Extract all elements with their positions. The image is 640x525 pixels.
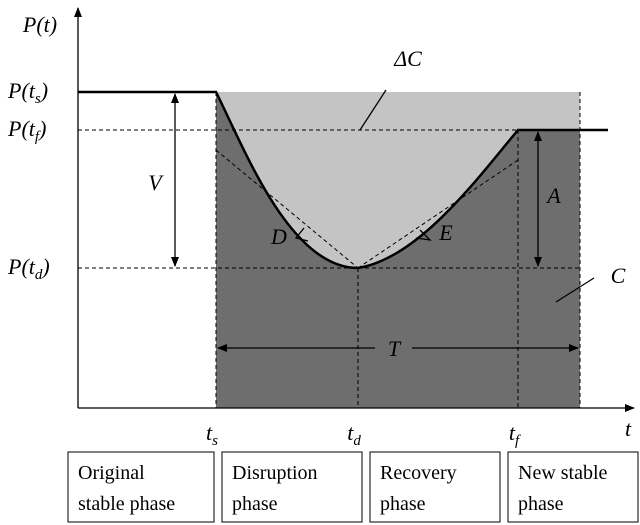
phase-text: phase	[518, 493, 564, 515]
phase-text: Recovery	[380, 462, 457, 484]
delta-c-label: ΔC	[393, 46, 422, 71]
phase-box	[221, 451, 363, 523]
axis-tick-label: P(ts)	[7, 78, 48, 107]
y-axis-label: P(t)	[22, 12, 57, 37]
label-part: s	[35, 91, 41, 107]
phase-text: Disruption	[232, 462, 318, 484]
label-part: )	[40, 254, 49, 279]
label-part: )	[39, 78, 48, 103]
label-part: t	[347, 420, 354, 445]
phase-box	[369, 451, 501, 523]
phase-text: Original	[78, 462, 145, 484]
phase-box	[67, 451, 215, 523]
axis-tick-label: P(td)	[7, 254, 50, 283]
phase-text: phase	[380, 493, 426, 515]
label-part: P(t	[7, 116, 36, 141]
x-axis-label: t	[625, 416, 632, 441]
e-label: E	[438, 220, 453, 245]
performance-curve	[78, 90, 608, 270]
phase-text: phase	[232, 493, 278, 515]
t-label: T	[388, 336, 402, 361]
axis-tick-label: P(tf)	[7, 116, 46, 145]
a-label: A	[545, 183, 561, 208]
label-part: d	[353, 433, 361, 449]
label-part: f	[515, 433, 521, 449]
guides	[78, 92, 581, 408]
v-label: V	[148, 170, 164, 195]
axis-labels: P(ts)P(tf)P(td)ts td tf	[7, 78, 521, 449]
phase-box	[507, 451, 639, 523]
d-label: D	[270, 224, 287, 249]
axis-tick-label: td	[347, 420, 361, 449]
phase-text: stable phase	[78, 493, 175, 515]
label-part: P(t	[7, 254, 36, 279]
label-part: t	[206, 420, 213, 445]
arrows	[74, 7, 635, 412]
label-part: s	[212, 433, 218, 449]
c-region	[216, 92, 580, 408]
label-part: P(t	[7, 78, 36, 103]
phase-text: New stable	[518, 462, 608, 484]
c-label: C	[611, 263, 626, 288]
axis-tick-label: tf	[509, 420, 521, 449]
axis-tick-label: ts	[206, 420, 218, 449]
phase-boxes: Original stable phase Disruption phase Recov…	[67, 451, 639, 523]
label-part: )	[37, 116, 46, 141]
label-part: t	[509, 420, 516, 445]
label-part: d	[35, 267, 43, 283]
label-part: f	[35, 129, 41, 145]
